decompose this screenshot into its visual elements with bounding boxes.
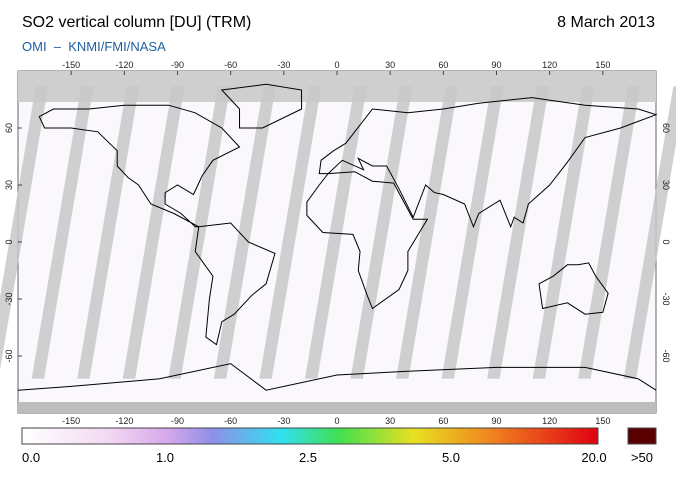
orbit-stripe (304, 86, 367, 379)
lon-label-top: 60 (438, 60, 448, 70)
orbit-stripe (0, 86, 49, 371)
colorbar (21, 427, 599, 445)
lon-label-top: 150 (595, 60, 610, 70)
lon-label-top: 30 (385, 60, 395, 70)
orbit-stripe (532, 86, 595, 379)
colorbar-label: 2.5 (299, 450, 317, 465)
australia (539, 263, 608, 314)
title: SO2 vertical column [DU] (TRM) (22, 14, 251, 31)
map-geometry (0, 84, 676, 390)
lat-label-right: 0 (661, 239, 671, 244)
subtitle: OMI – KNMI/FMI/NASA (22, 39, 166, 54)
lon-label-top: -120 (115, 60, 133, 70)
africa (307, 172, 428, 309)
lat-label-right: -30 (661, 292, 671, 305)
north-america (39, 105, 239, 227)
colorbar-label: 0.0 (22, 450, 40, 465)
lat-label-right: 60 (661, 123, 671, 133)
lon-label-top: -30 (277, 60, 290, 70)
polar-night-north (18, 71, 656, 102)
overflow-swatch (627, 427, 657, 445)
lon-label-top: 120 (542, 60, 557, 70)
lat-label-left: -30 (4, 292, 14, 305)
orbit-stripe (31, 86, 94, 379)
lon-label-top: -90 (171, 60, 184, 70)
orbit-stripe (259, 86, 322, 379)
lon-label-bottom: 90 (491, 416, 501, 426)
lon-label-bottom: 150 (595, 416, 610, 426)
lon-label-bottom: 30 (385, 416, 395, 426)
lat-label-left: 30 (4, 180, 14, 190)
lat-label-left: 0 (4, 239, 14, 244)
orbit-stripe (350, 86, 413, 379)
colorbar-label: 20.0 (581, 450, 606, 465)
orbit-stripe (77, 86, 140, 379)
orbit-stripe (396, 86, 459, 379)
lat-label-left: -60 (4, 349, 14, 362)
orbit-stripe (441, 86, 504, 379)
lon-label-bottom: -90 (171, 416, 184, 426)
orbit-stripe (487, 86, 550, 379)
lon-label-bottom: 0 (334, 416, 339, 426)
lon-label-bottom: -30 (277, 416, 290, 426)
lon-label-top: -150 (62, 60, 80, 70)
orbit-stripe (623, 86, 676, 379)
lon-label-top: -60 (224, 60, 237, 70)
colorbar-label: 1.0 (156, 450, 174, 465)
lon-label-bottom: -150 (62, 416, 80, 426)
eurasia (319, 98, 656, 227)
lon-label-bottom: 60 (438, 416, 448, 426)
lon-label-bottom: 120 (542, 416, 557, 426)
polar-south (18, 402, 656, 413)
antarctica (18, 364, 656, 391)
date: 8 March 2013 (557, 14, 655, 31)
lon-label-bottom: -120 (115, 416, 133, 426)
orbit-stripe (578, 86, 641, 379)
lon-label-top: 90 (491, 60, 501, 70)
lat-label-right: -60 (661, 349, 671, 362)
lat-label-left: 60 (4, 123, 14, 133)
greenland (222, 84, 302, 128)
orbit-stripe (213, 86, 276, 379)
orbit-stripe (122, 86, 185, 379)
orbit-gaps (0, 86, 676, 379)
lon-label-top: 0 (334, 60, 339, 70)
lon-label-bottom: -60 (224, 416, 237, 426)
south-america (195, 223, 275, 345)
colorbar-label: 5.0 (442, 450, 460, 465)
overflow-label: >50 (631, 450, 653, 465)
lat-label-right: 30 (661, 180, 671, 190)
